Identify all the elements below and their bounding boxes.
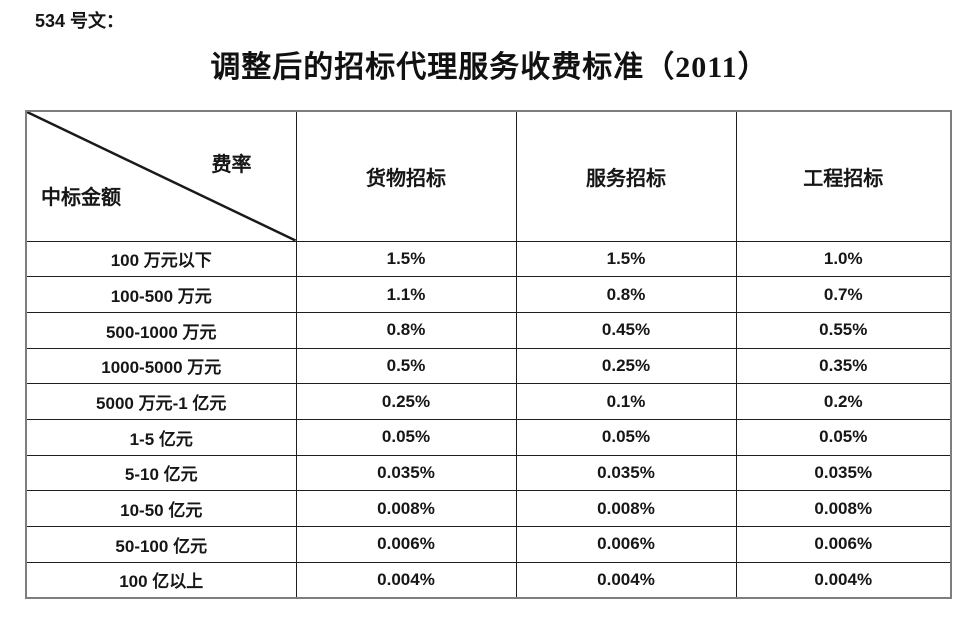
page-title: 调整后的招标代理服务收费标准（2011） bbox=[210, 51, 769, 84]
amount-range-cell: 50-100 亿元 bbox=[25, 526, 297, 563]
amount-range-cell: 5-10 亿元 bbox=[25, 454, 297, 492]
diagonal-divider-line bbox=[27, 112, 295, 240]
engineering-rate-cell: 0.05% bbox=[735, 418, 952, 456]
amount-range-cell: 100 万元以下 bbox=[25, 240, 297, 278]
table-row: 1-5 亿元 0.05% 0.05% 0.05% bbox=[25, 418, 952, 456]
service-rate-cell: 0.25% bbox=[515, 347, 737, 385]
service-rate-cell: 0.8% bbox=[515, 276, 737, 313]
engineering-rate-cell: 0.7% bbox=[735, 276, 952, 313]
goods-rate-cell: 0.035% bbox=[295, 454, 517, 492]
goods-rate-cell: 0.05% bbox=[295, 418, 517, 456]
goods-rate-cell: 0.5% bbox=[295, 347, 517, 385]
goods-rate-cell: 1.1% bbox=[295, 276, 517, 313]
engineering-rate-cell: 0.004% bbox=[735, 561, 952, 599]
fee-table: 费率 中标金额 货物招标 服务招标 工程招标 100 万元以下 1.5% 1.5… bbox=[25, 110, 952, 599]
corner-label-rate: 费率 bbox=[211, 154, 252, 176]
service-rate-cell: 0.006% bbox=[515, 526, 737, 563]
table-row: 500-1000 万元 0.8% 0.45% 0.55% bbox=[25, 311, 952, 349]
goods-rate-cell: 0.004% bbox=[295, 561, 517, 599]
goods-rate-cell: 1.5% bbox=[295, 240, 517, 278]
service-rate-cell: 0.1% bbox=[515, 383, 737, 420]
table-row: 5000 万元-1 亿元 0.25% 0.1% 0.2% bbox=[25, 383, 952, 420]
goods-rate-cell: 0.008% bbox=[295, 490, 517, 527]
doc-number: 534 号文： bbox=[35, 11, 125, 31]
engineering-rate-cell: 0.2% bbox=[735, 383, 952, 420]
corner-label-bid-amount: 中标金额 bbox=[41, 187, 121, 209]
table-row: 100 万元以下 1.5% 1.5% 1.0% bbox=[25, 240, 952, 278]
service-rate-cell: 0.008% bbox=[515, 490, 737, 527]
goods-rate-cell: 0.25% bbox=[295, 383, 517, 420]
corner-header-cell: 费率 中标金额 bbox=[25, 110, 297, 242]
table-row: 5-10 亿元 0.035% 0.035% 0.035% bbox=[25, 454, 952, 492]
service-rate-cell: 0.45% bbox=[515, 311, 737, 349]
column-header-goods-bidding: 货物招标 bbox=[295, 110, 517, 242]
table-row: 50-100 亿元 0.006% 0.006% 0.006% bbox=[25, 526, 952, 563]
engineering-rate-cell: 0.006% bbox=[735, 526, 952, 563]
table-row: 100 亿以上 0.004% 0.004% 0.004% bbox=[25, 561, 952, 599]
amount-range-cell: 10-50 亿元 bbox=[25, 490, 297, 527]
service-rate-cell: 1.5% bbox=[515, 240, 737, 278]
column-header-engineering-bidding: 工程招标 bbox=[735, 110, 952, 242]
service-rate-cell: 0.004% bbox=[515, 561, 737, 599]
amount-range-cell: 100-500 万元 bbox=[25, 276, 297, 313]
service-rate-cell: 0.035% bbox=[515, 454, 737, 492]
table-row: 100-500 万元 1.1% 0.8% 0.7% bbox=[25, 276, 952, 313]
engineering-rate-cell: 0.55% bbox=[735, 311, 952, 349]
amount-range-cell: 1-5 亿元 bbox=[25, 418, 297, 456]
amount-range-cell: 500-1000 万元 bbox=[25, 311, 297, 349]
table-header-row: 费率 中标金额 货物招标 服务招标 工程招标 bbox=[25, 110, 952, 242]
table-row: 1000-5000 万元 0.5% 0.25% 0.35% bbox=[25, 347, 952, 385]
table-row: 10-50 亿元 0.008% 0.008% 0.008% bbox=[25, 490, 952, 527]
goods-rate-cell: 0.006% bbox=[295, 526, 517, 563]
amount-range-cell: 5000 万元-1 亿元 bbox=[25, 383, 297, 420]
engineering-rate-cell: 0.008% bbox=[735, 490, 952, 527]
column-header-service-bidding: 服务招标 bbox=[515, 110, 737, 242]
amount-range-cell: 100 亿以上 bbox=[25, 561, 297, 599]
engineering-rate-cell: 1.0% bbox=[735, 240, 952, 278]
service-rate-cell: 0.05% bbox=[515, 418, 737, 456]
amount-range-cell: 1000-5000 万元 bbox=[25, 347, 297, 385]
engineering-rate-cell: 0.35% bbox=[735, 347, 952, 385]
goods-rate-cell: 0.8% bbox=[295, 311, 517, 349]
engineering-rate-cell: 0.035% bbox=[735, 454, 952, 492]
